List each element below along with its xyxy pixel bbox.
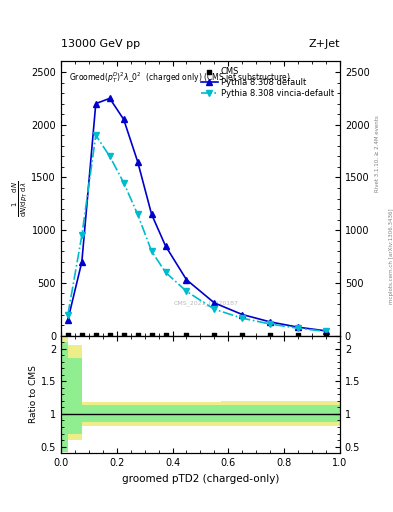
- Pythia 8.308 vincia-default: [149, 248, 154, 254]
- CMS: [149, 331, 155, 339]
- CMS: [121, 331, 127, 339]
- CMS: [134, 331, 141, 339]
- X-axis label: groomed pTD2 (charged-only): groomed pTD2 (charged-only): [122, 474, 279, 483]
- Pythia 8.308 vincia-default: [163, 269, 168, 275]
- Pythia 8.308 default: [240, 311, 244, 317]
- Text: CMS_2021_I1920187: CMS_2021_I1920187: [174, 300, 239, 306]
- Pythia 8.308 vincia-default: [296, 325, 300, 331]
- Pythia 8.308 default: [163, 243, 168, 249]
- Pythia 8.308 default: [94, 100, 98, 106]
- CMS: [162, 331, 169, 339]
- CMS: [239, 331, 245, 339]
- Pythia 8.308 vincia-default: [324, 328, 329, 334]
- Pythia 8.308 default: [66, 317, 70, 323]
- Pythia 8.308 vincia-default: [121, 180, 126, 186]
- Pythia 8.308 default: [184, 276, 189, 283]
- CMS: [211, 331, 218, 339]
- CMS: [323, 331, 329, 339]
- CMS: [295, 331, 301, 339]
- CMS: [65, 331, 71, 339]
- Pythia 8.308 default: [79, 259, 84, 265]
- Pythia 8.308 vincia-default: [66, 311, 70, 317]
- Text: Rivet 3.1.10, ≥ 2.4M events: Rivet 3.1.10, ≥ 2.4M events: [375, 115, 380, 192]
- Text: Groomed$(p_T^D)^2\lambda\_0^2$  (charged only) (CMS jet substructure): Groomed$(p_T^D)^2\lambda\_0^2$ (charged …: [69, 70, 291, 84]
- Pythia 8.308 default: [135, 159, 140, 165]
- CMS: [93, 331, 99, 339]
- Text: mcplots.cern.ch [arXiv:1306.3436]: mcplots.cern.ch [arXiv:1306.3436]: [389, 208, 393, 304]
- CMS: [183, 331, 190, 339]
- Legend: CMS, Pythia 8.308 default, Pythia 8.308 vincia-default: CMS, Pythia 8.308 default, Pythia 8.308 …: [199, 66, 336, 99]
- Pythia 8.308 default: [121, 116, 126, 122]
- Pythia 8.308 default: [107, 95, 112, 101]
- Line: Pythia 8.308 default: Pythia 8.308 default: [65, 96, 329, 334]
- Pythia 8.308 vincia-default: [268, 321, 273, 327]
- CMS: [107, 331, 113, 339]
- Text: 13000 GeV pp: 13000 GeV pp: [61, 38, 140, 49]
- CMS: [79, 331, 85, 339]
- Y-axis label: $\frac{1}{\mathrm{d}N/\mathrm{d}p_T}\frac{\mathrm{d}N}{\mathrm{d}\lambda}$: $\frac{1}{\mathrm{d}N/\mathrm{d}p_T}\fra…: [11, 180, 30, 217]
- Pythia 8.308 default: [149, 211, 154, 218]
- Pythia 8.308 vincia-default: [79, 232, 84, 239]
- Pythia 8.308 default: [212, 300, 217, 306]
- Pythia 8.308 default: [324, 328, 329, 334]
- Pythia 8.308 default: [296, 324, 300, 330]
- Pythia 8.308 vincia-default: [135, 211, 140, 218]
- Y-axis label: Ratio to CMS: Ratio to CMS: [29, 366, 38, 423]
- Text: Z+Jet: Z+Jet: [309, 38, 340, 49]
- Pythia 8.308 vincia-default: [240, 315, 244, 322]
- Pythia 8.308 vincia-default: [212, 306, 217, 312]
- Pythia 8.308 vincia-default: [107, 153, 112, 159]
- Pythia 8.308 vincia-default: [184, 288, 189, 294]
- Line: Pythia 8.308 vincia-default: Pythia 8.308 vincia-default: [65, 133, 329, 334]
- CMS: [267, 331, 274, 339]
- Pythia 8.308 default: [268, 319, 273, 325]
- Pythia 8.308 vincia-default: [94, 132, 98, 138]
